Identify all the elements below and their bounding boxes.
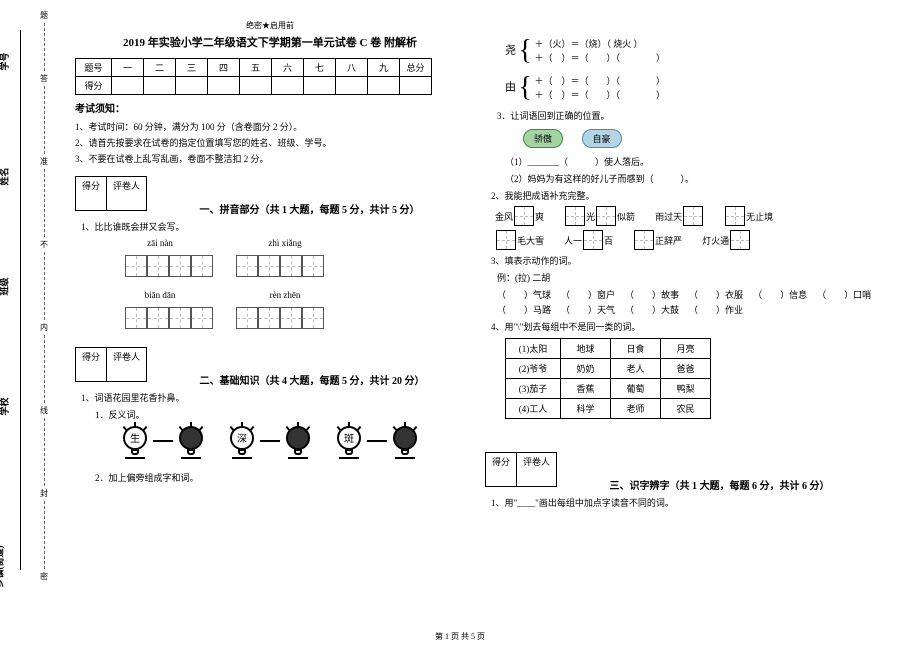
sidebar-label-class: 班级 (0, 277, 11, 295)
tian-grid[interactable] (125, 255, 213, 277)
seal-line: 题 答 准 不 内 线 封 密 (40, 10, 48, 630)
sidebar-label-town: 乡镇(街道) (0, 546, 6, 588)
section2-score-box: 得分评卷人 (75, 347, 147, 382)
secret-label: 绝密★启用前 (75, 20, 465, 31)
bulb-icon[interactable] (283, 426, 313, 466)
section2-q1: 1、词语花园里花香扑鼻。 (81, 391, 465, 404)
radical-group-2: 由 { ＋（ ）＝（ ）（ ） ＋（ ）＝（ ）（ ） (505, 72, 875, 104)
exam-title: 2019 年实验小学二年级语文下学期第一单元试卷 C 卷 附解析 (75, 34, 465, 50)
section2-q3: 3、填表示动作的词。 (491, 254, 875, 267)
bulb-icon: 深 (227, 426, 257, 466)
exam-notice: 考试须知： 1、考试时间：60 分钟，满分为 100 分（含卷面分 2 分）。 … (75, 101, 465, 168)
section2-q1-2: 2．加上偏旁组成字和词。 (95, 471, 465, 484)
right-column: 尧 { ＋（火）＝（烧）（ 烧火 ） ＋（ ）＝（ ）（ ） 由 { ＋（ ）＝… (475, 20, 885, 513)
pinyin-grids: zāi nàn zhì xiǎng biān dān rèn zhēn (115, 238, 465, 334)
section1-score-box: 得分评卷人 (75, 176, 147, 211)
section2-q1-1: 1．反义词。 (95, 408, 465, 421)
bulb-icon[interactable] (176, 426, 206, 466)
section2-q2: 2、我能把成语补充完整。 (491, 189, 875, 202)
page-content: 绝密★启用前 2019 年实验小学二年级语文下学期第一单元试卷 C 卷 附解析 … (0, 0, 920, 513)
section3-title: 三、识字辨字（共 1 大题，每题 6 分，共计 6 分） (610, 481, 830, 492)
section2-q1-3: 3．让词语回到正确的位置。 (497, 109, 875, 122)
sidebar-label-name: 姓名 (0, 167, 11, 185)
sidebar-label-id: 学号 (0, 52, 11, 70)
tian-grid[interactable] (236, 307, 324, 329)
idiom-row-2: 毛大雪 人一百 正辞严 灯火通 (495, 230, 875, 250)
word-group-table: (1)太阳地球日食月亮 (2)爷爷奶奶老人爸爸 (3)茄子香蕉葡萄鸭梨 (4)工… (505, 338, 711, 419)
bulb-antonyms: 生 深 斑 (75, 426, 465, 466)
sidebar-label-school: 学校 (0, 397, 11, 415)
bulb-icon: 生 (120, 426, 150, 466)
notice-title: 考试须知： (75, 101, 465, 119)
section1-title: 一、拼音部分（共 1 大题，每题 5 分，共计 5 分） (200, 205, 420, 216)
section1-q1: 1、比比谁既会拼又会写。 (81, 220, 465, 233)
section2-q4: 4、用"\"划去每组中不是同一类的词。 (491, 320, 875, 333)
bulb-icon: 斑 (334, 426, 364, 466)
section3-score-box: 得分评卷人 (485, 452, 557, 487)
section3-q1: 1、用"____"画出每组中加点字读音不同的词。 (491, 496, 875, 509)
radical-group-1: 尧 { ＋（火）＝（烧）（ 烧火 ） ＋（ ）＝（ ）（ ） (505, 35, 875, 67)
page-footer: 第 1 页 共 5 页 (0, 631, 920, 642)
binding-sidebar: 学号 姓名 班级 学校 乡镇(街道) 题 答 准 不 内 线 封 密 (0, 0, 60, 650)
section2-title: 二、基础知识（共 4 大题，每题 5 分，共计 20 分） (200, 376, 425, 387)
score-table: 题号 一 二 三 四 五 六 七 八 九 总分 得分 (75, 58, 432, 95)
sidebar-rule (20, 30, 21, 570)
bulb-icon[interactable] (390, 426, 420, 466)
tian-grid[interactable] (236, 255, 324, 277)
left-column: 绝密★启用前 2019 年实验小学二年级语文下学期第一单元试卷 C 卷 附解析 … (65, 20, 475, 513)
tian-grid[interactable] (125, 307, 213, 329)
word-badge: 骄傲 (523, 129, 563, 148)
word-badge: 自豪 (582, 129, 622, 148)
action-words: （ ）气球 （ ）窗户 （ ）故事 （ ）衣服 （ ）信息 （ ）口哨 （ ）马… (497, 288, 875, 316)
idiom-row-1: 金风爽 光似箭 雨过天 无止境 (495, 206, 875, 226)
